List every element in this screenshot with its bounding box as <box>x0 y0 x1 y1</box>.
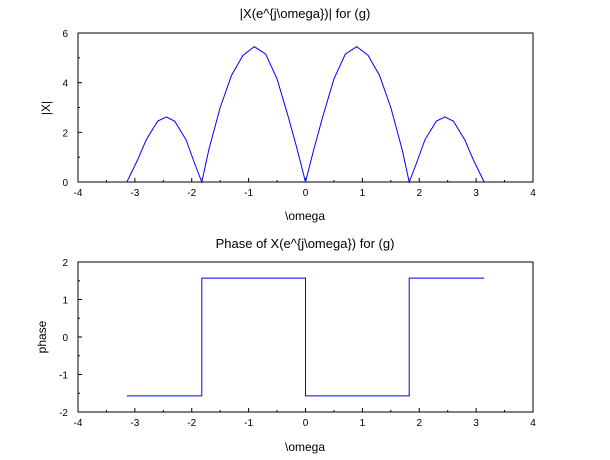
magnitude-plot: |X(e^{j\omega})| for (g) -4 -3 -2 -1 0 1 2 3 4 0 2… <box>39 6 536 223</box>
magnitude-xtick-label: 1 <box>360 188 366 199</box>
magnitude-ytick-label: 4 <box>62 79 68 90</box>
phase-xtick-label: -2 <box>187 418 196 429</box>
magnitude-xtick-label: -2 <box>187 188 196 199</box>
magnitude-xtick-label: -4 <box>74 188 83 199</box>
magnitude-xtick-label: 4 <box>530 188 536 199</box>
phase-ytick-label: 0 <box>62 333 68 344</box>
magnitude-plot-title: |X(e^{j\omega})| for (g) <box>240 6 371 21</box>
phase-ytick-label: -1 <box>59 371 68 382</box>
magnitude-plot-ticks: -4 -3 -2 -1 0 1 2 3 4 0 2 4 6 <box>62 29 536 199</box>
phase-plot-xlabel: \omega <box>285 440 325 454</box>
phase-xtick-label: -3 <box>130 418 139 429</box>
phase-plot-title: Phase of X(e^{j\omega}) for (g) <box>216 236 395 251</box>
phase-xtick-label: 2 <box>416 418 422 429</box>
magnitude-xtick-label: -1 <box>244 188 253 199</box>
phase-plot-ylabel: phase <box>35 320 49 353</box>
phase-ytick-label: -2 <box>59 408 68 419</box>
magnitude-plot-xlabel: \omega <box>285 209 325 223</box>
phase-xtick-label: 0 <box>303 418 309 429</box>
magnitude-ytick-label: 6 <box>62 29 68 40</box>
phase-ytick-label: 1 <box>62 296 68 307</box>
phase-plot-ticks: -4 -3 -2 -1 0 1 2 3 4 -2 -1 0 1 2 <box>59 258 536 429</box>
magnitude-xtick-label: 3 <box>473 188 479 199</box>
magnitude-xtick-label: 2 <box>416 188 422 199</box>
magnitude-ytick-label: 0 <box>62 178 68 189</box>
phase-xtick-label: 1 <box>360 418 366 429</box>
magnitude-plot-frame <box>77 32 534 183</box>
magnitude-ytick-label: 2 <box>62 128 68 139</box>
magnitude-xtick-label: -3 <box>130 188 139 199</box>
magnitude-plot-ylabel: |X| <box>39 101 53 115</box>
phase-xtick-label: -1 <box>244 418 253 429</box>
magnitude-series-line <box>126 46 485 184</box>
phase-xtick-label: -4 <box>74 418 83 429</box>
phase-plot: Phase of X(e^{j\omega}) for (g) -4 -3 -2 -1… <box>35 236 536 454</box>
magnitude-xtick-label: 0 <box>303 188 309 199</box>
phase-xtick-label: 4 <box>530 418 536 429</box>
phase-xtick-label: 3 <box>473 418 479 429</box>
phase-ytick-label: 2 <box>62 258 68 269</box>
phase-series-line <box>126 277 485 397</box>
